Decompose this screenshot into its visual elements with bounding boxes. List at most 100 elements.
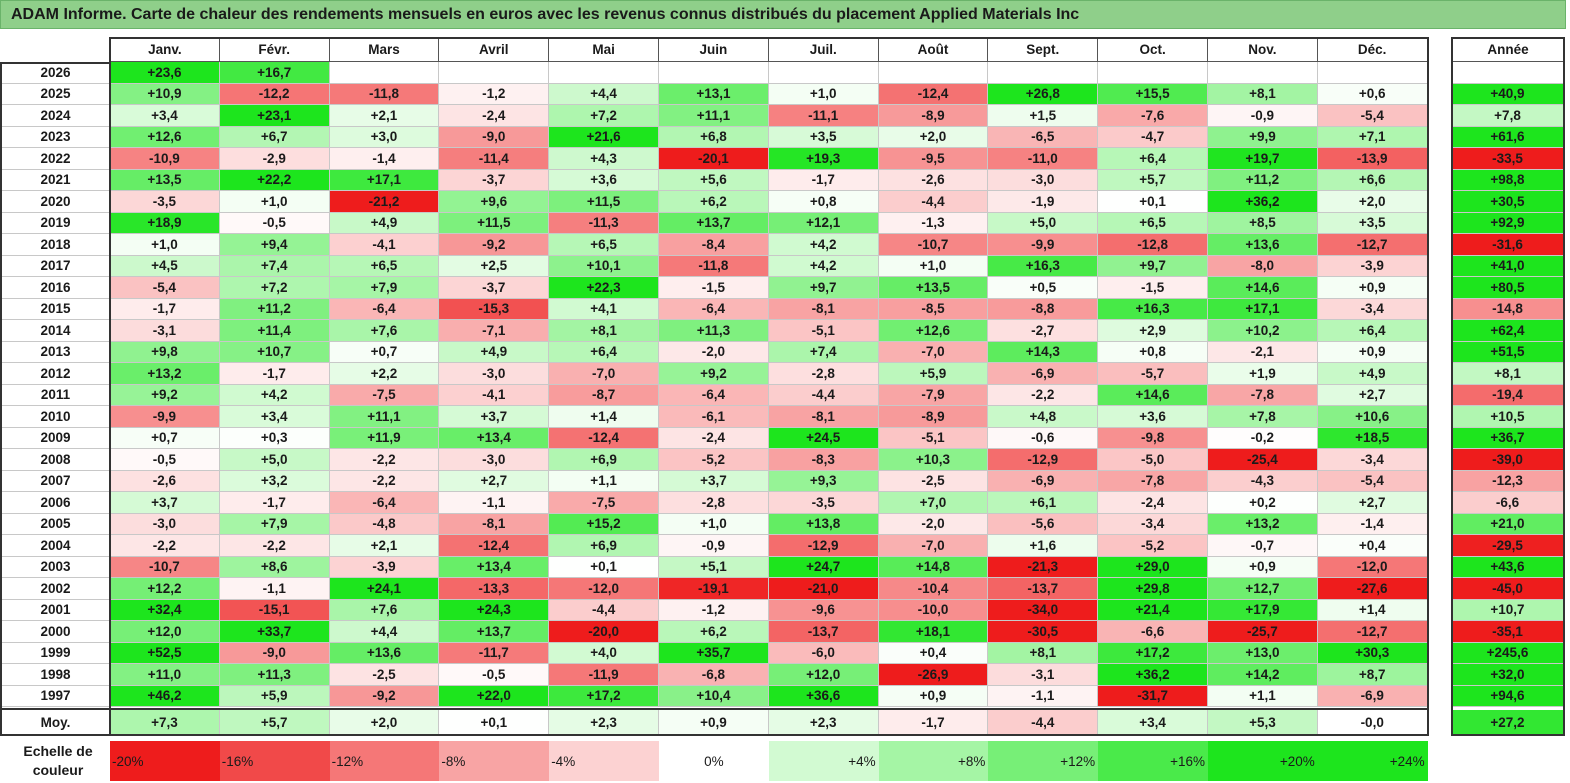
heatmap-cell: +4,9 (439, 341, 550, 363)
heatmap-cell: -4,1 (329, 234, 440, 256)
year-label: 2006 (2, 492, 110, 514)
heatmap-cell: +3,6 (1098, 406, 1208, 428)
heatmap-cell: +7,1 (1317, 126, 1428, 148)
heatmap-cell: +22,2 (219, 169, 330, 191)
heatmap-cell: -3,7 (439, 277, 550, 299)
heatmap-cell: -7,1 (439, 320, 550, 342)
heatmap-cell: +14,3 (988, 341, 1099, 363)
heatmap-cell: -25,7 (1208, 621, 1318, 643)
month-header: Juin (659, 37, 769, 62)
annual-cell: +80,5 (1452, 277, 1564, 299)
heatmap-cell: +11,4 (219, 320, 330, 342)
color-scale-stop: +20% (1208, 741, 1318, 781)
color-scale-stop: -16% (219, 741, 330, 781)
year-label: 2001 (2, 599, 110, 621)
heatmap-cell: +9,4 (219, 234, 330, 256)
heatmap-cell: -2,2 (110, 535, 220, 557)
heatmap-cell: -2,4 (439, 105, 550, 127)
heatmap-cell: +13,7 (439, 621, 550, 643)
heatmap-cell: -8,3 (768, 449, 879, 471)
heatmap-cell: +3,2 (219, 470, 330, 492)
heatmap-cell: -4,4 (878, 191, 989, 213)
heatmap-cell: +9,7 (1098, 255, 1208, 277)
heatmap-cell (549, 62, 659, 84)
year-label: 2014 (2, 320, 110, 342)
heatmap-cell: +0,9 (878, 685, 989, 707)
annual-cell: +92,9 (1452, 212, 1564, 234)
heatmap-cell: -15,1 (219, 599, 330, 621)
heatmap-cell: +7,2 (549, 105, 659, 127)
heatmap-cell: +0,1 (549, 556, 659, 578)
heatmap-cell: -10,7 (878, 234, 989, 256)
heatmap-cell: +18,5 (1317, 427, 1428, 449)
heatmap-cell: +4,2 (768, 255, 879, 277)
heatmap-cell: +15,2 (549, 513, 659, 535)
heatmap-cell: -21,3 (988, 556, 1099, 578)
heatmap-cell: -9,9 (988, 234, 1099, 256)
heatmap-cell: -3,1 (988, 664, 1099, 686)
year-column-header: Année (1452, 37, 1564, 62)
heatmap-cell: -12,9 (768, 535, 879, 557)
heatmap-cell: -1,9 (988, 191, 1099, 213)
heatmap-cell: +0,7 (329, 341, 440, 363)
heatmap-cell: +33,7 (219, 621, 330, 643)
heatmap-cell: +30,3 (1317, 642, 1428, 664)
heatmap-cell: -0,6 (988, 427, 1099, 449)
heatmap-cell: -6,4 (329, 492, 440, 514)
heatmap-cell: -2,8 (659, 492, 769, 514)
heatmap-cell: -3,0 (439, 363, 550, 385)
color-scale-stop: -20% (110, 741, 220, 781)
heatmap-cell: +1,0 (219, 191, 330, 213)
heatmap-cell: +8,1 (549, 320, 659, 342)
heatmap-cell: +1,5 (988, 105, 1099, 127)
color-scale-stop: +8% (878, 741, 989, 781)
heatmap-cell: +13,0 (1208, 642, 1318, 664)
heatmap-cell: +11,5 (439, 212, 550, 234)
heatmap-cell: +1,0 (768, 83, 879, 105)
heatmap-cell: -0,9 (1208, 105, 1318, 127)
month-header: Févr. (219, 37, 330, 62)
heatmap-cell: -2,2 (219, 535, 330, 557)
year-label: 2012 (2, 363, 110, 385)
annual-cell: -45,0 (1452, 578, 1564, 600)
year-label: 2003 (2, 556, 110, 578)
heatmap-cell: +5,9 (219, 685, 330, 707)
heatmap-cell: +32,4 (110, 599, 220, 621)
heatmap-cell (439, 62, 550, 84)
average-cell: +0,9 (659, 710, 769, 735)
heatmap-cell: +5,0 (219, 449, 330, 471)
average-cell: -0,0 (1317, 710, 1428, 735)
heatmap-cell: -13,9 (1317, 148, 1428, 170)
heatmap-cell: -9,5 (878, 148, 989, 170)
heatmap-cell: +9,8 (110, 341, 220, 363)
heatmap-cell: -10,0 (878, 599, 989, 621)
heatmap-cell: -13,3 (439, 578, 550, 600)
heatmap-cell: -5,2 (1098, 535, 1208, 557)
heatmap-cell: +8,6 (219, 556, 330, 578)
heatmap-cell (659, 62, 769, 84)
average-cell: +3,4 (1098, 710, 1208, 735)
heatmap-cell: +8,7 (1317, 664, 1428, 686)
heatmap-cell: +4,2 (768, 234, 879, 256)
year-label: 2005 (2, 513, 110, 535)
year-label: 2024 (2, 105, 110, 127)
heatmap-cell: -2,2 (329, 449, 440, 471)
heatmap-cell: -6,4 (659, 384, 769, 406)
heatmap-cell: +0,9 (1317, 277, 1428, 299)
heatmap-cell: -1,5 (659, 277, 769, 299)
heatmap-cell: -9,6 (768, 599, 879, 621)
heatmap-cell: -4,1 (439, 384, 550, 406)
annual-cell: +10,7 (1452, 599, 1564, 621)
heatmap-cell: -12,7 (1317, 621, 1428, 643)
heatmap-cell: -5,4 (1317, 470, 1428, 492)
heatmap-cell: -1,1 (988, 685, 1099, 707)
heatmap-cell: -5,0 (1098, 449, 1208, 471)
heatmap-cell: -13,7 (768, 621, 879, 643)
heatmap-cell: +21,4 (1098, 599, 1208, 621)
heatmap-cell: -6,8 (659, 664, 769, 686)
heatmap-cell: -11,4 (439, 148, 550, 170)
heatmap-cell: -12,2 (219, 83, 330, 105)
heatmap-cell: +16,3 (1098, 298, 1208, 320)
heatmap-cell: +10,3 (878, 449, 989, 471)
heatmap-cell: -7,8 (1208, 384, 1318, 406)
